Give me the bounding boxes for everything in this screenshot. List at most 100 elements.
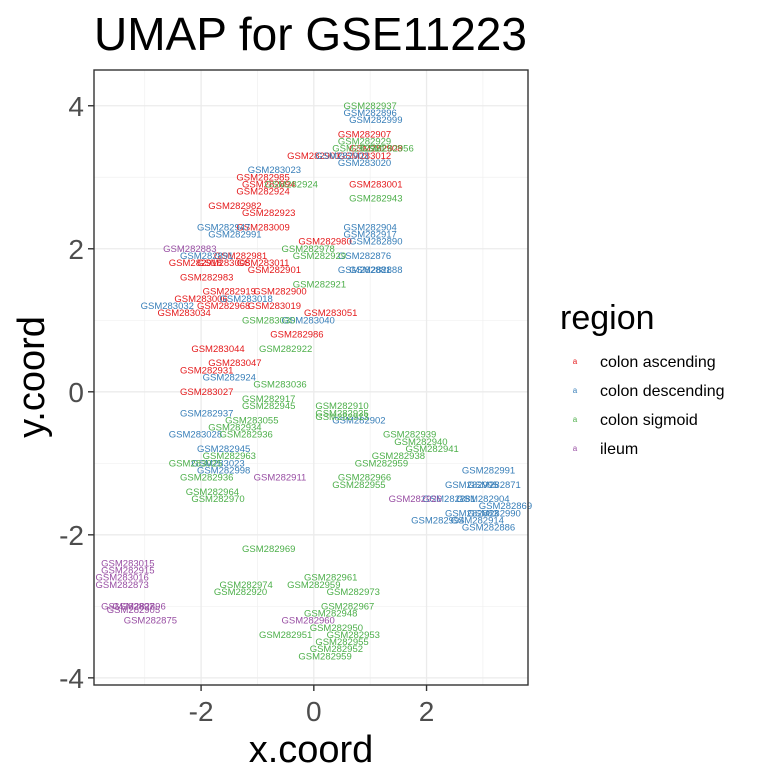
- data-point-label: GSM282886: [462, 523, 515, 534]
- data-point-label: GSM282897: [101, 601, 154, 612]
- data-point-label: GSM282991: [208, 229, 261, 240]
- data-point-label: GSM282973: [327, 587, 380, 598]
- data-point-label: GSM282900: [253, 287, 306, 298]
- data-point-label: GSM283044: [191, 344, 244, 355]
- x-tick-label: 2: [419, 696, 435, 727]
- legend-title: region: [560, 299, 655, 337]
- data-point-label: GSM282869: [479, 501, 532, 512]
- data-point-label: GSM282982: [208, 201, 261, 212]
- data-point-label: GSM282924: [265, 179, 318, 190]
- data-point-label: GSM282902: [332, 415, 385, 426]
- data-point-label: GSM283030: [242, 315, 295, 326]
- y-tick-label: -4: [59, 663, 84, 694]
- data-point-label: GSM282926: [389, 494, 442, 505]
- data-point-label: GSM282903: [315, 151, 368, 162]
- data-point-label: GSM282936: [180, 473, 233, 484]
- data-point-label: GSM282917: [344, 229, 397, 240]
- legend-label: colon ascending: [600, 354, 716, 371]
- data-point-label: GSM282960: [282, 616, 335, 627]
- data-point-label: GSM282980: [298, 237, 351, 248]
- data-point-label: GSM283034: [158, 308, 211, 319]
- data-point-label: GSM283025: [169, 458, 222, 469]
- data-point-label: GSM282994: [411, 516, 464, 527]
- data-point-label: GSM282959: [298, 651, 351, 662]
- data-point-label: GSM283011: [237, 258, 290, 269]
- data-point-label: GSM282881: [338, 265, 391, 276]
- plot-panel-background: [94, 70, 528, 685]
- data-point-label: GSM282950: [310, 623, 363, 634]
- data-point-label: GSM282883: [163, 244, 216, 255]
- data-point-label: GSM282918: [169, 258, 222, 269]
- chart-title: UMAP for GSE11223: [94, 8, 527, 60]
- x-axis-ticks: -2 0 2: [189, 685, 435, 727]
- data-point-label: GSM282955: [332, 480, 385, 491]
- y-tick-label: 4: [68, 91, 84, 122]
- data-point-label: GSM282914: [451, 516, 504, 527]
- data-point-label: GSM282904: [456, 494, 509, 505]
- data-point-label: GSM282959: [287, 580, 340, 591]
- plot-panel: GSM282907GSM282908GSM283012GSM282901GSM2…: [93, 69, 533, 686]
- y-axis-ticks: -4 -2 0 2 4: [59, 91, 94, 694]
- data-point-label: GSM282938: [372, 451, 425, 462]
- data-point-label: GSM282910: [315, 401, 368, 412]
- data-point-label: GSM283018: [220, 294, 273, 305]
- data-point-label: GSM283032: [141, 301, 194, 312]
- data-point-label: GSM282913: [315, 412, 368, 423]
- data-point-label: GSM283047: [208, 358, 261, 369]
- data-point-label: GSM283028: [169, 430, 222, 441]
- x-tick-label: 0: [306, 696, 322, 727]
- data-point-label: GSM283019: [248, 301, 301, 312]
- data-point-label: GSM282978: [282, 244, 335, 255]
- data-point-label: GSM282956: [360, 144, 413, 155]
- data-point-label: GSM282969: [242, 544, 295, 555]
- data-point-label: GSM282952: [310, 644, 363, 655]
- data-point-label: GSM282901: [287, 151, 340, 162]
- data-point-label: GSM282998: [197, 465, 250, 476]
- data-point-label: GSM283015: [101, 558, 154, 569]
- data-point-label: GSM282891: [180, 251, 233, 262]
- plot-panel-border: [93, 69, 529, 686]
- data-point-label: GSM283012: [338, 151, 391, 162]
- legend-label: ileum: [600, 441, 638, 458]
- legend-label: colon descending: [600, 383, 725, 400]
- point-labels: GSM282907GSM282908GSM283012GSM282901GSM2…: [96, 101, 533, 663]
- data-point-label: GSM283027: [180, 387, 233, 398]
- data-point-label: GSM282945: [242, 401, 295, 412]
- data-point-label: GSM282894: [242, 179, 295, 190]
- data-point-label: GSM283009: [236, 222, 289, 233]
- data-point-label: GSM282964: [186, 487, 239, 498]
- data-point-label: GSM282948: [304, 608, 357, 619]
- data-point-label: GSM282901: [248, 265, 301, 276]
- data-point-label: GSM282920: [214, 587, 267, 598]
- data-point-label: GSM282945: [197, 444, 250, 455]
- data-point-label: GSM283001: [349, 179, 402, 190]
- data-point-label: GSM282959: [355, 458, 408, 469]
- data-point-label: GSM282919: [203, 287, 256, 298]
- data-point-label: GSM282963: [203, 451, 256, 462]
- data-point-label: GSM282890: [349, 237, 402, 248]
- data-point-label: GSM282970: [191, 494, 244, 505]
- data-point-label: GSM282953: [327, 630, 380, 641]
- data-point-label: GSM282923: [242, 208, 295, 219]
- data-point-label: GSM283020: [338, 158, 391, 169]
- data-point-label: GSM282983: [180, 272, 233, 283]
- data-point-label: GSM282917: [242, 394, 295, 405]
- data-point-label: GSM283023: [248, 165, 301, 176]
- data-point-label: GSM282929: [293, 251, 346, 262]
- legend-key: a: [573, 415, 578, 424]
- data-point-label: GSM282921: [293, 280, 346, 291]
- data-point-label: GSM282908: [349, 144, 402, 155]
- data-point-label: GSM283051: [304, 308, 357, 319]
- data-point-label: GSM282896: [344, 108, 397, 119]
- grid-major: [94, 70, 528, 685]
- data-point-label: GSM282990: [468, 508, 521, 519]
- data-point-label: GSM282966: [338, 473, 391, 484]
- data-point-label: GSM283016: [96, 573, 149, 584]
- data-point-label: GSM282981: [214, 251, 267, 262]
- data-point-label: GSM282907: [338, 129, 391, 140]
- data-point-label: GSM282876: [338, 251, 391, 262]
- data-point-label: GSM282896: [112, 601, 165, 612]
- data-point-label: GSM282873: [96, 580, 149, 591]
- data-point-label: GSM282936: [220, 430, 273, 441]
